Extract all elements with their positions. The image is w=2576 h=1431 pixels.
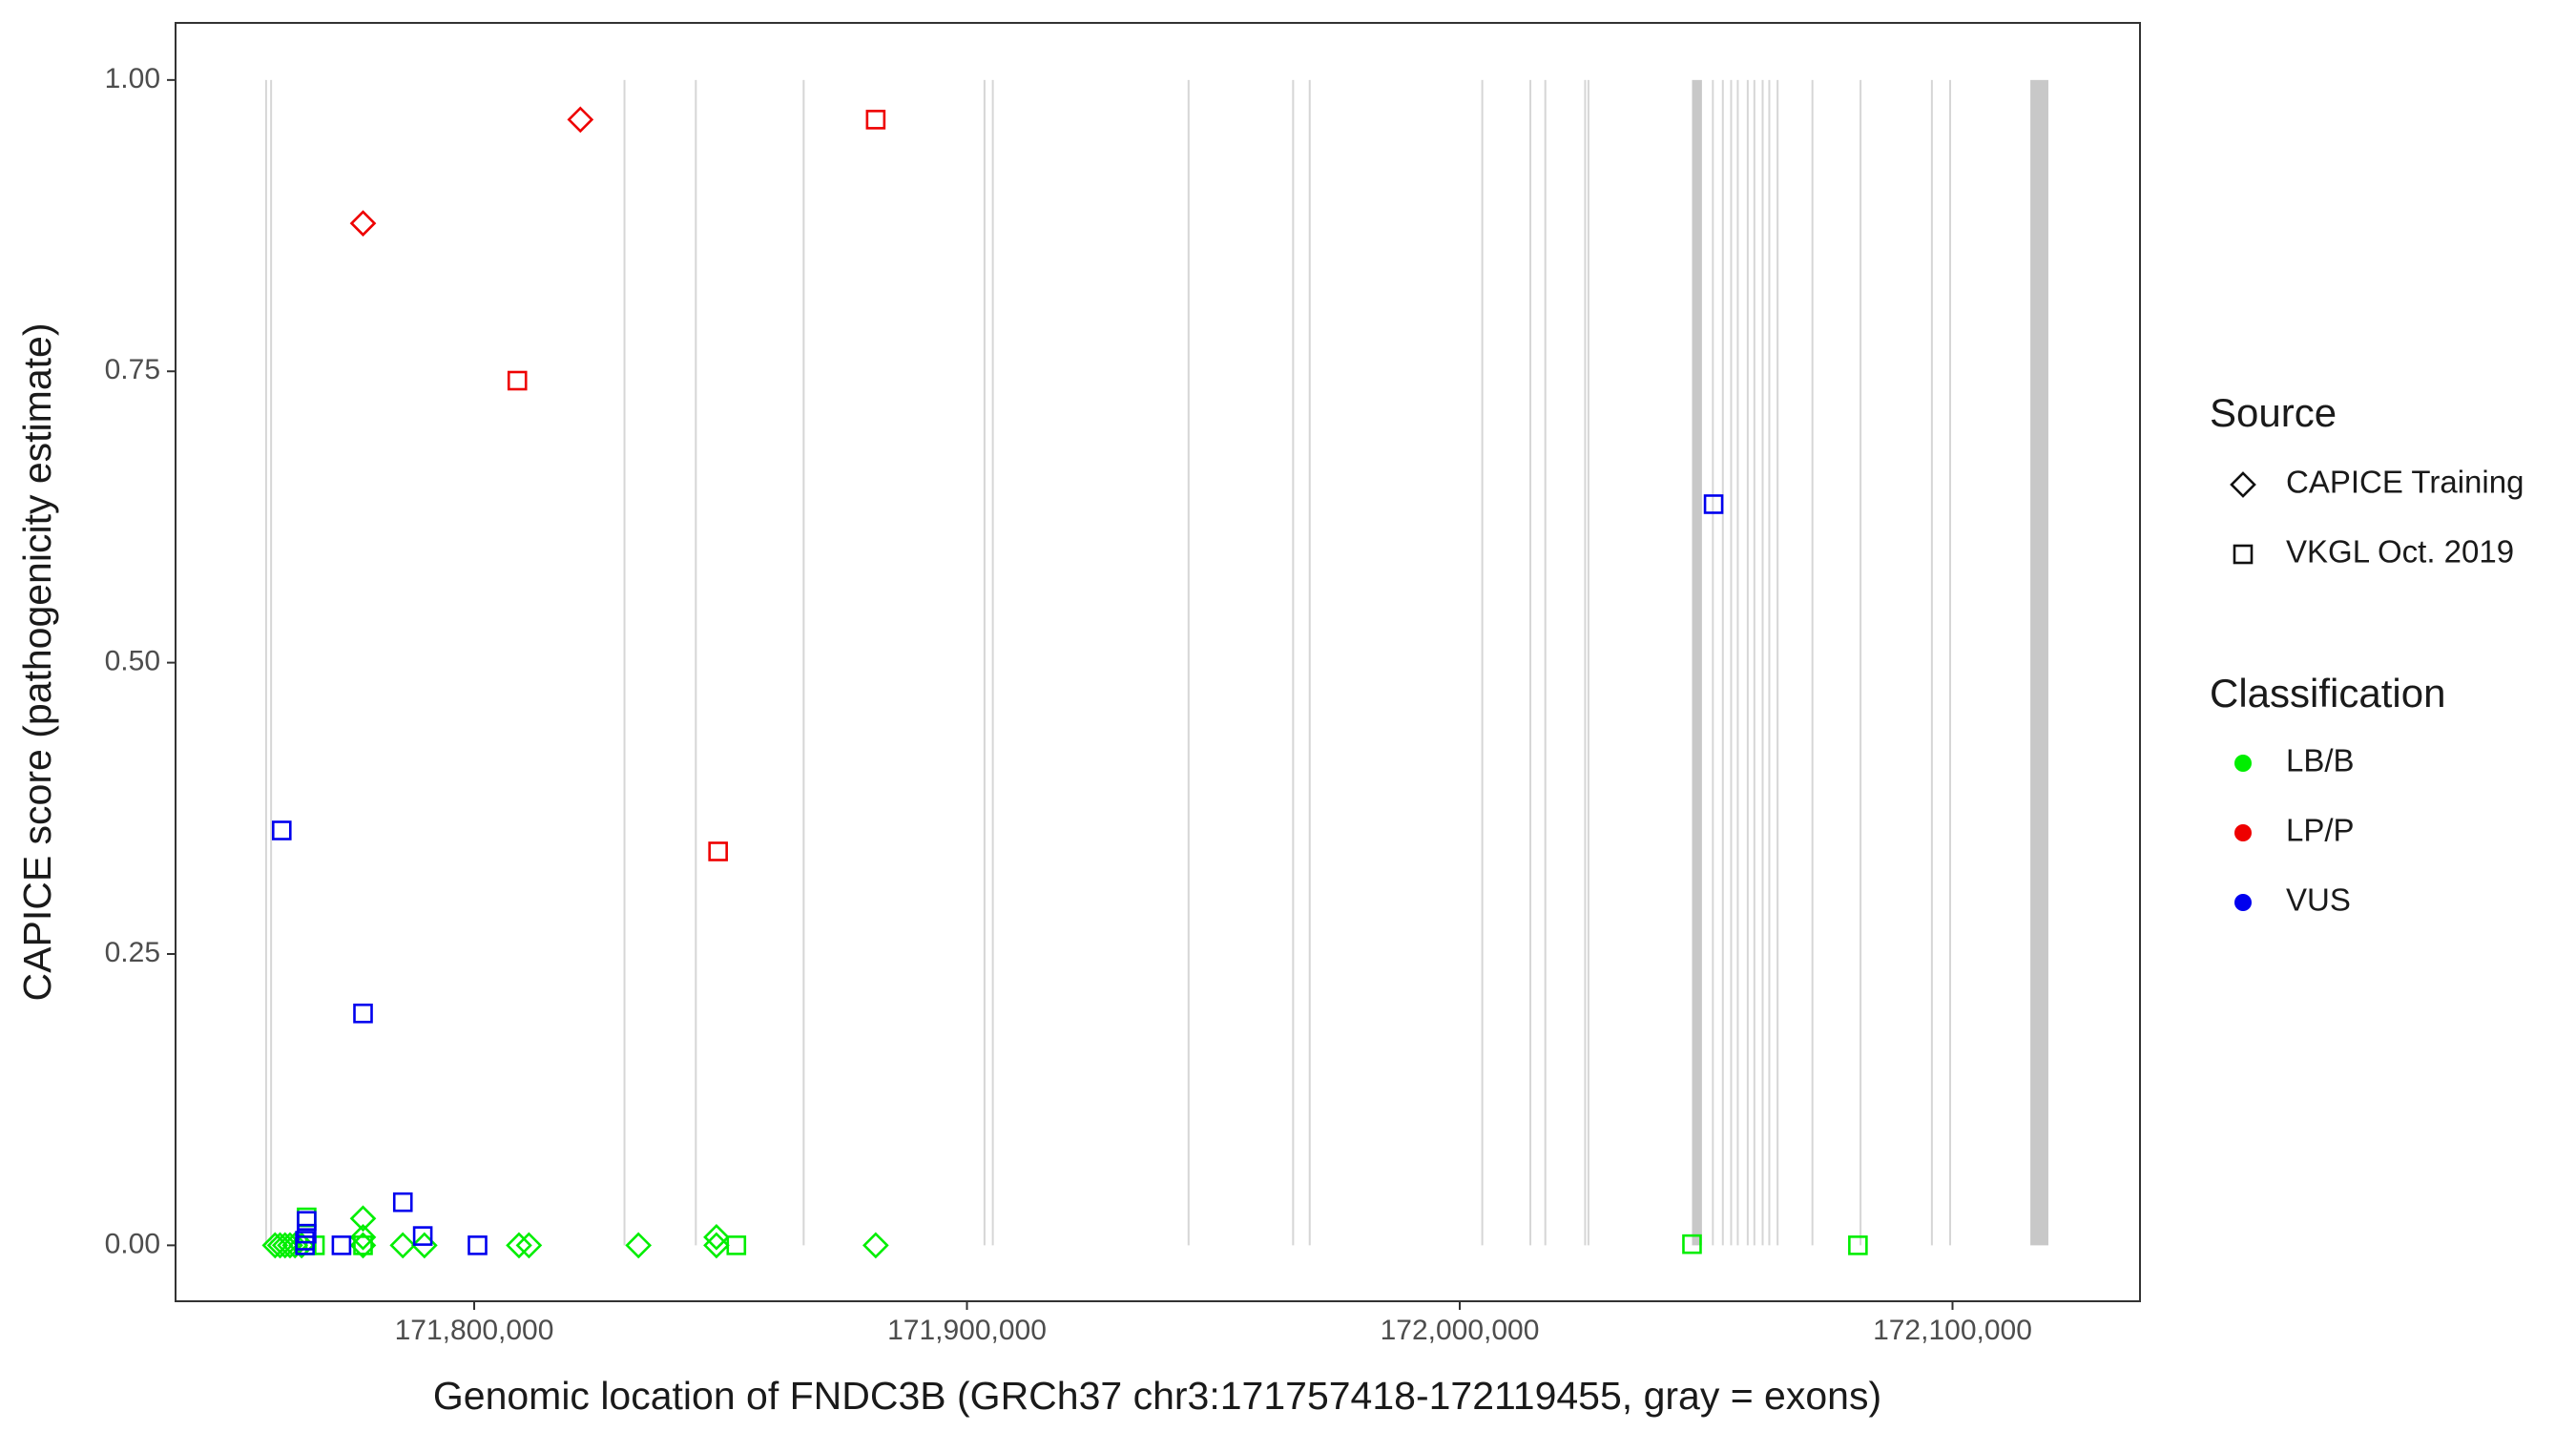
point [708, 841, 728, 861]
exon [2030, 79, 2048, 1246]
point [349, 1223, 377, 1251]
point [506, 1232, 532, 1259]
exon [1859, 79, 1862, 1246]
point [271, 820, 292, 840]
x-tick-label: 171,900,000 [887, 1315, 1047, 1346]
legend-symbol [2230, 471, 2256, 498]
exon [264, 79, 267, 1246]
y-tick-label: 0.00 [105, 1228, 160, 1259]
exon [1776, 79, 1779, 1246]
point [331, 1235, 352, 1255]
exon [1544, 79, 1547, 1246]
exon [1949, 79, 1952, 1246]
point [507, 370, 528, 391]
exon [623, 79, 626, 1246]
point [862, 1232, 889, 1259]
point [295, 1231, 315, 1251]
y-tick-label: 0.75 [105, 354, 160, 385]
x-tick-label: 172,000,000 [1381, 1315, 1540, 1346]
exon [1187, 79, 1190, 1246]
exon [1930, 79, 1933, 1246]
exon [1753, 79, 1755, 1246]
exon [1587, 79, 1589, 1246]
exon [983, 79, 986, 1246]
exon [1712, 79, 1714, 1246]
point [625, 1232, 653, 1259]
exon [1529, 79, 1532, 1246]
legend-symbol [2234, 894, 2252, 911]
exon [802, 79, 805, 1246]
exon [1584, 79, 1587, 1246]
legend-label: VKGL Oct. 2019 [2286, 534, 2514, 570]
point [467, 1235, 488, 1255]
x-tick-label: 172,100,000 [1873, 1315, 2032, 1346]
legend-label: CAPICE Training [2286, 465, 2524, 500]
exon [1692, 79, 1702, 1246]
point [297, 1211, 317, 1232]
exon [1481, 79, 1484, 1246]
legend-symbol [2234, 755, 2252, 772]
exon [1292, 79, 1295, 1246]
exon [991, 79, 994, 1246]
point [349, 210, 377, 237]
point [1848, 1235, 1868, 1255]
legend-label: VUS [2286, 882, 2351, 918]
exon [1746, 79, 1749, 1246]
exon [1811, 79, 1814, 1246]
point [297, 1223, 317, 1244]
legend-title: Classification [2210, 671, 2445, 716]
exon [270, 79, 273, 1246]
x-axis-title: Genomic location of FNDC3B (GRCh37 chr3:… [433, 1374, 1881, 1418]
point [353, 1003, 373, 1024]
y-tick-label: 1.00 [105, 63, 160, 94]
point [515, 1232, 543, 1259]
exon [1308, 79, 1311, 1246]
legend-symbol [2233, 544, 2254, 565]
point [1682, 1234, 1702, 1255]
y-axis-title: CAPICE score (pathogenicity estimate) [15, 323, 59, 1002]
point [349, 1205, 377, 1233]
point [353, 1235, 373, 1255]
x-tick-label: 171,800,000 [395, 1315, 554, 1346]
y-tick-label: 0.50 [105, 646, 160, 677]
legend-label: LP/P [2286, 813, 2355, 848]
point [726, 1235, 747, 1255]
point [389, 1232, 417, 1259]
point [412, 1226, 433, 1246]
legend-symbol [2234, 824, 2252, 841]
exon [1761, 79, 1764, 1246]
legend-title: Source [2210, 390, 2337, 435]
point [703, 1223, 730, 1251]
exon [1736, 79, 1739, 1246]
exon [695, 79, 697, 1246]
plot-border [175, 22, 2141, 1302]
point [567, 106, 594, 134]
exon [1721, 79, 1724, 1246]
exon [1730, 79, 1733, 1246]
point [865, 110, 886, 130]
point [703, 1232, 730, 1259]
point [1703, 494, 1724, 514]
legend-label: LB/B [2286, 743, 2355, 778]
exon [1768, 79, 1771, 1246]
point [392, 1192, 413, 1213]
y-tick-label: 0.25 [105, 937, 160, 968]
